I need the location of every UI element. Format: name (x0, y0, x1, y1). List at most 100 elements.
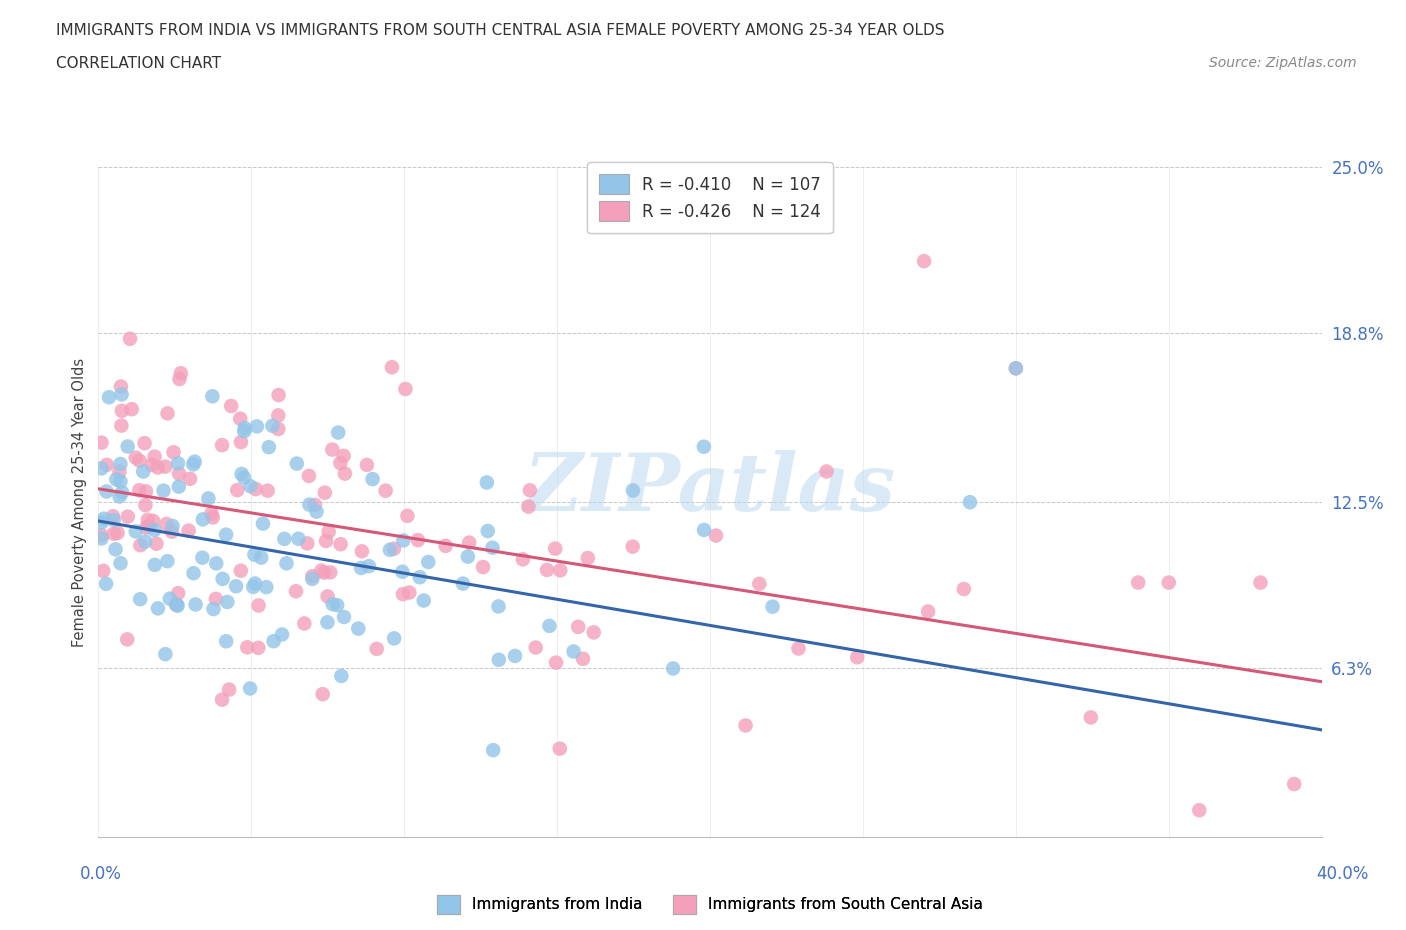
Point (298, 498, 321, 512)
Point (229, 564, 252, 578)
Point (91, 564, 114, 578)
Point (202, 602, 225, 617)
Point (458, 535, 481, 550)
Point (562, 644, 585, 659)
Point (110, 387, 132, 402)
Point (787, 641, 810, 656)
Point (761, 599, 783, 614)
Point (329, 456, 352, 471)
Point (472, 560, 495, 575)
Point (134, 498, 156, 512)
Point (382, 631, 405, 645)
Point (475, 475, 498, 490)
Point (361, 472, 384, 486)
Point (117, 510, 139, 525)
Point (98, 390, 121, 405)
Point (316, 615, 339, 630)
Point (412, 593, 434, 608)
Point (247, 641, 270, 656)
Point (333, 609, 356, 624)
Point (125, 524, 148, 538)
Point (257, 440, 280, 455)
Point (304, 498, 326, 512)
Point (406, 533, 429, 548)
Point (205, 591, 228, 606)
Point (1004, 361, 1026, 376)
Point (110, 474, 132, 489)
Point (155, 459, 177, 474)
Point (322, 597, 344, 612)
Point (815, 464, 838, 479)
Point (917, 604, 939, 619)
Point (205, 556, 228, 571)
Point (544, 541, 567, 556)
Point (200, 506, 222, 521)
Point (544, 656, 567, 671)
Point (165, 597, 187, 612)
Point (135, 484, 157, 498)
Point (524, 640, 547, 655)
Point (179, 472, 201, 486)
Point (156, 405, 179, 420)
Point (374, 484, 396, 498)
Point (110, 457, 132, 472)
Point (298, 469, 321, 484)
Point (156, 553, 179, 568)
Point (93, 512, 115, 526)
Point (167, 456, 190, 471)
Point (105, 472, 128, 487)
Point (229, 411, 252, 426)
Point (548, 741, 571, 756)
Point (145, 537, 167, 551)
Point (155, 646, 177, 661)
Point (392, 533, 415, 548)
Point (1249, 575, 1271, 590)
Point (519, 483, 541, 498)
Point (318, 525, 340, 539)
Point (101, 509, 124, 524)
Point (143, 557, 166, 572)
Point (517, 499, 540, 514)
Point (162, 445, 184, 459)
Point (662, 661, 685, 676)
Point (94, 577, 117, 591)
Point (1004, 361, 1026, 376)
Point (233, 420, 256, 435)
Point (254, 579, 277, 594)
Point (256, 484, 278, 498)
Point (287, 531, 309, 546)
Point (262, 418, 284, 433)
Point (356, 458, 378, 472)
Point (482, 743, 505, 758)
Point (90, 435, 112, 450)
Point (183, 454, 205, 469)
Point (378, 542, 401, 557)
Point (201, 389, 224, 404)
Point (108, 489, 131, 504)
Point (104, 542, 127, 557)
Point (96, 458, 118, 472)
Point (538, 618, 561, 633)
Point (166, 597, 188, 612)
Point (328, 425, 350, 440)
Text: Source: ZipAtlas.com: Source: ZipAtlas.com (1209, 56, 1357, 70)
Point (90, 461, 112, 476)
Point (394, 381, 416, 396)
Point (107, 525, 129, 540)
Point (128, 483, 150, 498)
Point (567, 619, 589, 634)
Point (391, 565, 413, 579)
Text: IMMIGRANTS FROM INDIA VS IMMIGRANTS FROM SOUTH CENTRAL ASIA FEMALE POVERTY AMONG: IMMIGRANTS FROM INDIA VS IMMIGRANTS FROM… (56, 23, 945, 38)
Point (536, 563, 558, 578)
Point (548, 563, 571, 578)
Point (263, 633, 285, 648)
Point (108, 464, 131, 479)
Point (512, 551, 534, 566)
Point (169, 372, 191, 387)
Point (488, 599, 510, 614)
Point (183, 565, 205, 580)
Point (381, 360, 404, 375)
Point (117, 439, 139, 454)
Point (219, 399, 242, 414)
Text: 0.0%: 0.0% (80, 865, 122, 883)
